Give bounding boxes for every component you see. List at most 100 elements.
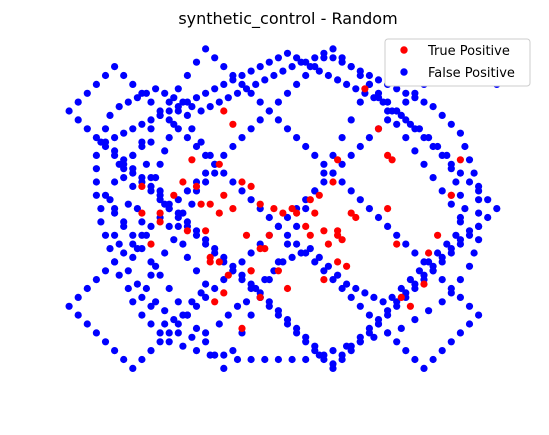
scatter-point xyxy=(202,178,210,186)
scatter-point xyxy=(274,267,282,275)
scatter-point xyxy=(229,142,237,151)
scatter-point xyxy=(147,222,155,230)
legend-frame xyxy=(384,38,531,87)
scatter-point xyxy=(411,147,419,155)
legend-marker-true-positive xyxy=(400,46,408,54)
scatter-point xyxy=(356,302,364,310)
scatter-point xyxy=(138,120,146,128)
scatter-point xyxy=(320,178,328,186)
scatter-point xyxy=(293,80,301,88)
scatter-point xyxy=(138,311,146,319)
scatter-point xyxy=(320,160,328,168)
scatter-point xyxy=(170,120,178,128)
scatter-point xyxy=(124,98,132,106)
scatter-point xyxy=(197,289,205,297)
scatter-point xyxy=(293,240,301,248)
scatter-point xyxy=(365,134,373,142)
scatter-point xyxy=(320,276,328,284)
scatter-point xyxy=(142,284,150,293)
scatter-point xyxy=(206,253,214,261)
scatter-point xyxy=(238,276,246,284)
legend-marker-false-positive xyxy=(400,68,408,76)
scatter-point xyxy=(411,89,419,97)
scatter-point xyxy=(329,276,337,284)
scatter-point xyxy=(197,138,205,146)
scatter-point xyxy=(129,182,137,190)
scatter-point xyxy=(270,71,278,80)
scatter-point xyxy=(238,80,246,88)
scatter-point xyxy=(352,284,360,293)
scatter-point xyxy=(347,293,355,301)
scatter-point xyxy=(138,355,146,364)
chart-title: synthetic_control - Random xyxy=(178,9,397,29)
scatter-point xyxy=(202,329,210,337)
scatter-point xyxy=(129,240,137,248)
scatter-point xyxy=(152,262,160,270)
scatter-point xyxy=(129,151,137,159)
scatter-point xyxy=(461,142,469,151)
scatter-point xyxy=(315,67,323,75)
scatter-point xyxy=(192,231,201,239)
scatter-point xyxy=(429,174,437,182)
scatter-point xyxy=(188,103,196,111)
scatter-point xyxy=(411,284,419,293)
scatter-point xyxy=(238,134,246,142)
scatter-point xyxy=(465,178,474,186)
scatter-point xyxy=(261,245,269,253)
scatter-point xyxy=(165,338,173,346)
scatter-point xyxy=(115,271,123,279)
scatter-point xyxy=(274,98,282,106)
scatter-point xyxy=(288,63,296,71)
scatter-point xyxy=(120,174,128,182)
scatter-point xyxy=(438,151,446,159)
scatter-point xyxy=(229,120,237,128)
scatter-point xyxy=(406,302,414,310)
scatter-point xyxy=(329,54,337,62)
scatter-point xyxy=(379,298,387,306)
scatter-point xyxy=(274,355,282,364)
scatter-point xyxy=(334,271,342,279)
scatter-point xyxy=(202,89,210,97)
legend-label-false-positive: False Positive xyxy=(428,66,515,81)
scatter-point xyxy=(438,298,446,306)
scatter-point xyxy=(374,89,383,97)
scatter-point xyxy=(179,178,187,186)
scatter-point xyxy=(229,178,237,186)
scatter-point xyxy=(365,329,373,337)
scatter-point xyxy=(202,151,210,159)
scatter-point xyxy=(338,284,346,293)
scatter-point xyxy=(152,298,160,306)
scatter-point xyxy=(152,174,160,182)
scatter-point xyxy=(120,355,128,364)
scatter-point xyxy=(165,222,173,230)
scatter-point xyxy=(329,364,337,372)
scatter-point xyxy=(388,156,396,164)
scatter-point xyxy=(192,267,201,275)
scatter-point xyxy=(334,258,342,266)
scatter-point xyxy=(165,329,173,337)
scatter-point xyxy=(156,209,164,217)
scatter-point xyxy=(456,129,464,137)
scatter-point xyxy=(311,209,319,217)
scatter-point xyxy=(311,258,319,266)
scatter-point xyxy=(170,191,178,199)
scatter-point xyxy=(120,129,128,137)
scatter-point xyxy=(138,209,146,217)
scatter-point xyxy=(101,71,110,80)
scatter-point xyxy=(247,125,255,133)
scatter-point xyxy=(306,196,314,204)
scatter-point xyxy=(388,293,396,301)
scatter-point xyxy=(238,178,246,186)
scatter-point xyxy=(192,324,201,332)
scatter-point xyxy=(256,200,264,208)
scatter-point xyxy=(261,355,269,364)
scatter-point xyxy=(220,107,228,115)
scatter-point xyxy=(165,134,173,142)
scatter-point xyxy=(452,178,460,186)
scatter-point xyxy=(202,293,210,301)
scatter-point xyxy=(156,196,164,204)
scatter-point xyxy=(283,213,292,222)
scatter-point xyxy=(165,116,173,124)
scatter-point xyxy=(352,85,360,93)
